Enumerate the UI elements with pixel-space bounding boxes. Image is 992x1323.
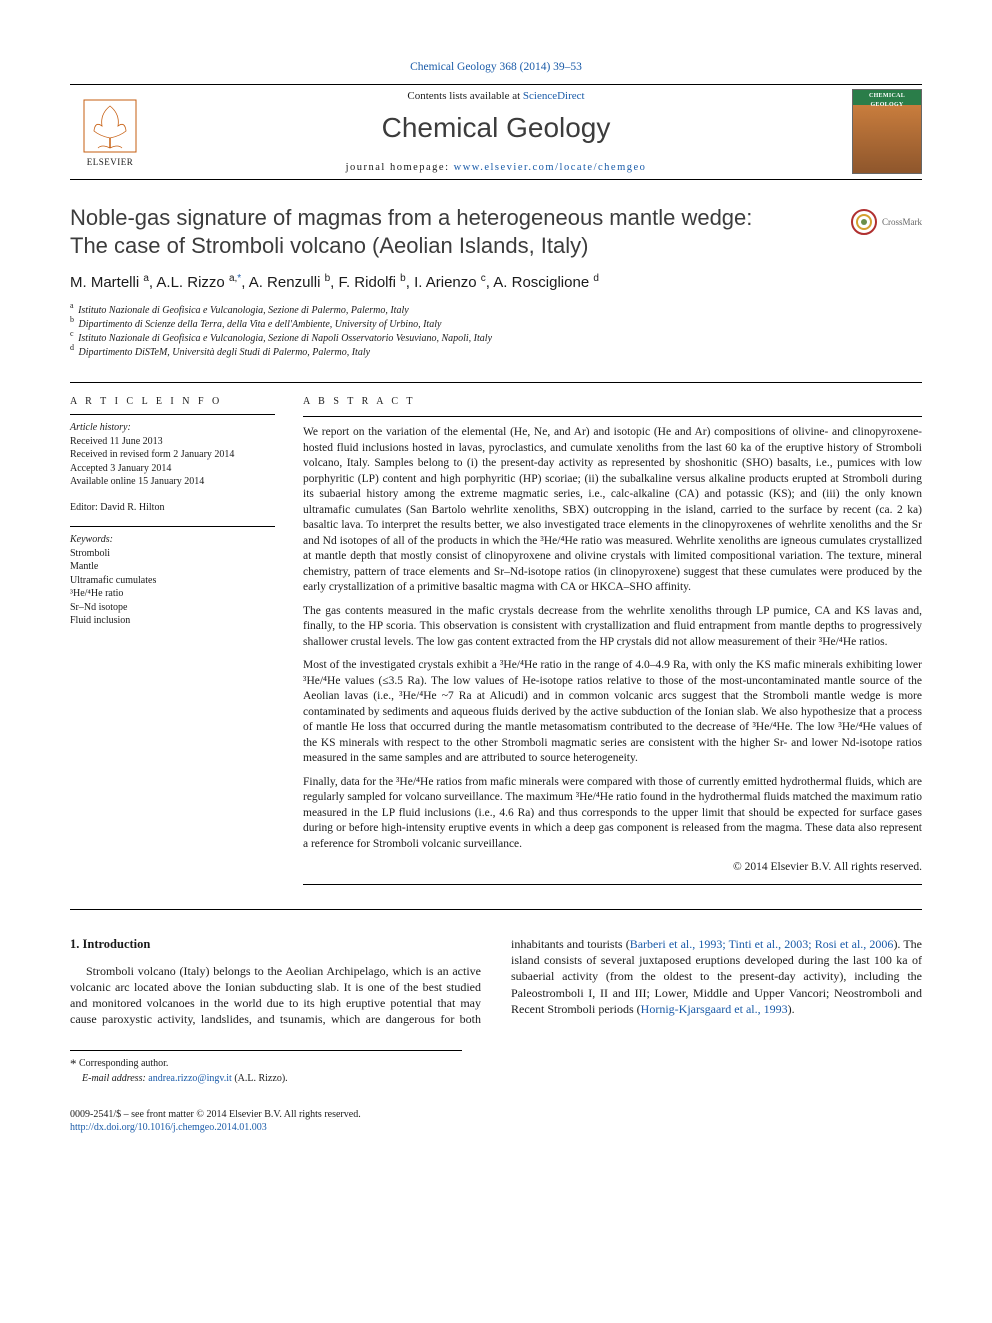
article-history: Article history: Received 11 June 2013Re… bbox=[70, 421, 275, 489]
keyword: Sr–Nd isotope bbox=[70, 601, 275, 615]
affiliation-line: d Dipartimento DiSTeM, Università degli … bbox=[70, 346, 922, 360]
history-line: Accepted 3 January 2014 bbox=[70, 462, 275, 476]
affiliation-line: a Istituto Nazionale di Geofisica e Vulc… bbox=[70, 304, 922, 318]
abstract-heading: A B S T R A C T bbox=[303, 395, 922, 409]
affiliation-line: b Dipartimento di Scienze della Terra, d… bbox=[70, 318, 922, 332]
article-title: Noble-gas signature of magmas from a het… bbox=[70, 204, 830, 259]
keyword: Ultramafic cumulates bbox=[70, 574, 275, 588]
keyword: Fluid inclusion bbox=[70, 614, 275, 628]
journal-homepage: journal homepage: www.elsevier.com/locat… bbox=[150, 161, 842, 175]
journal-name: Chemical Geology bbox=[150, 109, 842, 147]
homepage-link[interactable]: www.elsevier.com/locate/chemgeo bbox=[454, 162, 647, 173]
abstract-paragraph: We report on the variation of the elemen… bbox=[303, 425, 922, 596]
affiliations: a Istituto Nazionale di Geofisica e Vulc… bbox=[70, 304, 922, 360]
publisher-name: ELSEVIER bbox=[87, 156, 134, 168]
abstract-paragraph: Finally, data for the ³He/⁴He ratios fro… bbox=[303, 775, 922, 853]
abstract-paragraph: Most of the investigated crystals exhibi… bbox=[303, 658, 922, 767]
history-line: Received 11 June 2013 bbox=[70, 435, 275, 449]
article-editor: Editor: David R. Hilton bbox=[70, 501, 275, 515]
sciencedirect-link[interactable]: ScienceDirect bbox=[523, 90, 585, 102]
journal-cover: CHEMICAL GEOLOGY bbox=[842, 89, 922, 174]
crossmark-icon bbox=[850, 208, 878, 236]
author-footnotes: * Corresponding author. E-mail address: … bbox=[70, 1050, 462, 1086]
keyword: ³He/⁴He ratio bbox=[70, 587, 275, 601]
citation-link[interactable]: Barberi et al., 1993; Tinti et al., 2003… bbox=[630, 937, 894, 951]
abstract-column: A B S T R A C T We report on the variati… bbox=[303, 395, 922, 885]
history-line: Received in revised form 2 January 2014 bbox=[70, 448, 275, 462]
introduction-section: 1. Introduction Stromboli volcano (Italy… bbox=[70, 936, 922, 1028]
history-line: Available online 15 January 2014 bbox=[70, 475, 275, 489]
intro-heading: 1. Introduction bbox=[70, 936, 481, 953]
publisher-logo: ELSEVIER bbox=[70, 96, 150, 168]
elsevier-tree-icon bbox=[80, 96, 140, 156]
article-keywords: Keywords: StromboliMantleUltramafic cumu… bbox=[70, 533, 275, 628]
crossmark-badge[interactable]: CrossMark bbox=[850, 208, 922, 236]
doi-link[interactable]: http://dx.doi.org/10.1016/j.chemgeo.2014… bbox=[70, 1122, 267, 1133]
citation-link[interactable]: Chemical Geology 368 (2014) 39–53 bbox=[410, 61, 582, 73]
journal-citation: Chemical Geology 368 (2014) 39–53 bbox=[70, 60, 922, 76]
citation-link[interactable]: Hornig-Kjarsgaard et al., 1993 bbox=[641, 1002, 788, 1016]
journal-header: ELSEVIER Contents lists available at Sci… bbox=[70, 84, 922, 181]
abstract-copyright: © 2014 Elsevier B.V. All rights reserved… bbox=[303, 860, 922, 876]
availability-text: Contents lists available at ScienceDirec… bbox=[150, 89, 842, 104]
affiliation-line: c Istituto Nazionale di Geofisica e Vulc… bbox=[70, 332, 922, 346]
footer: 0009-2541/$ – see front matter © 2014 El… bbox=[70, 1108, 922, 1135]
article-info-heading: A R T I C L E I N F O bbox=[70, 395, 275, 409]
abstract-paragraph: The gas contents measured in the mafic c… bbox=[303, 604, 922, 651]
author-list: M. Martelli a, A.L. Rizzo a,*, A. Renzul… bbox=[70, 273, 922, 293]
keyword: Stromboli bbox=[70, 547, 275, 561]
keyword: Mantle bbox=[70, 560, 275, 574]
cover-image: CHEMICAL GEOLOGY bbox=[852, 89, 922, 174]
issn-copyright: 0009-2541/$ – see front matter © 2014 El… bbox=[70, 1108, 361, 1122]
article-info-column: A R T I C L E I N F O Article history: R… bbox=[70, 395, 275, 885]
email-link[interactable]: andrea.rizzo@ingv.it bbox=[148, 1073, 232, 1084]
